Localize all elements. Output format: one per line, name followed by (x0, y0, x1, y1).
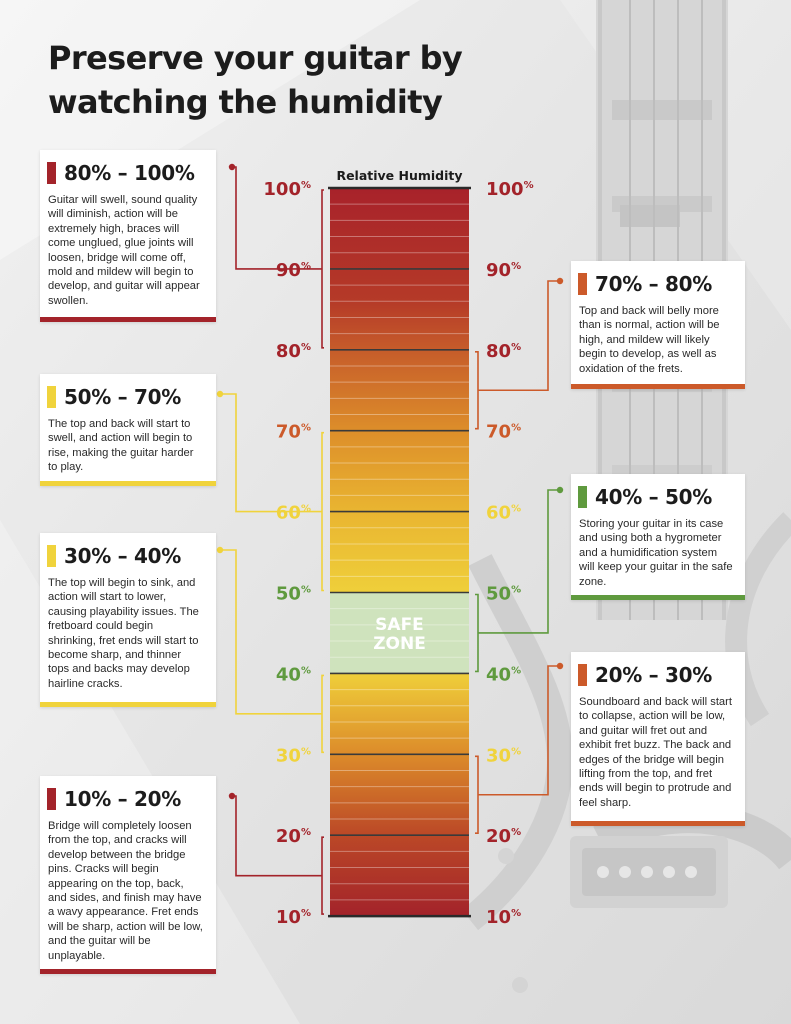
color-marker (47, 788, 56, 810)
connector-dot-r10_20 (228, 792, 236, 800)
range-label: 20% – 30% (595, 663, 712, 687)
connector-dot-r80_100 (228, 163, 236, 171)
range-card-r40_50: 40% – 50% Storing your guitar in its case… (571, 474, 745, 600)
tick-label-right-50: 50% (486, 584, 521, 605)
range-description: Soundboard and back will start to collap… (579, 696, 732, 809)
range-card-header: 80% – 100% (47, 162, 204, 184)
connector-r30_40 (220, 549, 324, 754)
connector-dot-r70_80 (556, 277, 564, 285)
tick-label-left-80: 80% (276, 341, 311, 362)
tick-label-left-90: 90% (276, 260, 311, 281)
tick-label-right-10: 10% (486, 907, 521, 928)
tick-label-right-30: 30% (486, 745, 521, 766)
range-card-header: 20% – 30% (578, 664, 733, 686)
connector-r20_30 (475, 665, 560, 834)
range-description: Storing your guitar in its case and usin… (579, 518, 733, 588)
tick-label-right-100: 100% (486, 179, 534, 200)
humidity-bar (330, 188, 469, 917)
tick-label-left-30: 30% (276, 745, 311, 766)
range-card-header: 50% – 70% (47, 386, 204, 408)
tick-label-left-70: 70% (276, 422, 311, 443)
connector-dot-r20_30 (556, 662, 564, 670)
connector-dot-r50_70 (216, 390, 224, 398)
color-underline (571, 384, 745, 389)
range-label: 40% – 50% (595, 485, 712, 509)
range-card-header: 10% – 20% (47, 788, 204, 810)
range-card-r50_70: 50% – 70% The top and back will start to … (40, 374, 216, 486)
color-underline (571, 595, 745, 600)
chart-title: Relative Humidity (336, 168, 462, 183)
range-description: Guitar will swell, sound quality will di… (48, 194, 200, 307)
safe-zone-label-line-2: ZONE (373, 634, 426, 654)
connector-r70_80 (475, 280, 560, 430)
safe-zone-band (330, 592, 469, 674)
tick-label-right-60: 60% (486, 503, 521, 524)
color-marker (47, 162, 56, 184)
connector-dot-r30_40 (216, 546, 224, 554)
range-label: 70% – 80% (595, 272, 712, 296)
range-description: Top and back will belly more than is nor… (579, 305, 720, 375)
range-label: 50% – 70% (64, 385, 181, 409)
color-underline (571, 821, 745, 826)
range-card-r70_80: 70% – 80% Top and back will belly more th… (571, 261, 745, 389)
tick-label-right-70: 70% (486, 422, 521, 443)
range-label: 10% – 20% (64, 787, 181, 811)
tick-label-left-20: 20% (276, 826, 311, 847)
tick-label-left-40: 40% (276, 664, 311, 685)
connector-dot-r40_50 (556, 486, 564, 494)
connector-r40_50 (475, 489, 560, 673)
range-card-header: 70% – 80% (578, 273, 733, 295)
range-card-r10_20: 10% – 20% Bridge will completely loosen f… (40, 776, 216, 974)
tick-label-left-60: 60% (276, 503, 311, 524)
connector-r10_20 (232, 795, 324, 915)
tick-label-right-20: 20% (486, 826, 521, 847)
color-underline (40, 969, 216, 974)
range-card-header: 30% – 40% (47, 545, 204, 567)
range-description: The top will begin to sink, and action w… (48, 577, 199, 690)
tick-label-right-80: 80% (486, 341, 521, 362)
tick-label-left-100: 100% (263, 179, 311, 200)
range-label: 80% – 100% (64, 161, 195, 185)
color-marker (47, 545, 56, 567)
color-marker (47, 386, 56, 408)
tick-label-right-90: 90% (486, 260, 521, 281)
range-card-r30_40: 30% – 40% The top will begin to sink, and… (40, 533, 216, 707)
range-card-header: 40% – 50% (578, 486, 733, 508)
safe-zone-label-line-1: SAFE (375, 615, 424, 635)
color-underline (40, 702, 216, 707)
range-description: Bridge will completely loosen from the t… (48, 820, 203, 962)
color-marker (578, 486, 587, 508)
color-marker (578, 273, 587, 295)
range-card-r80_100: 80% – 100% Guitar will swell, sound quali… (40, 150, 216, 322)
tick-label-left-50: 50% (276, 584, 311, 605)
connector-r50_70 (220, 393, 324, 592)
tick-label-right-40: 40% (486, 664, 521, 685)
range-description: The top and back will start to swell, an… (48, 418, 194, 474)
range-card-r20_30: 20% – 30% Soundboard and back will start … (571, 652, 745, 826)
color-marker (578, 664, 587, 686)
range-label: 30% – 40% (64, 544, 181, 568)
color-underline (40, 317, 216, 322)
tick-label-left-10: 10% (276, 907, 311, 928)
color-underline (40, 481, 216, 486)
page-title: Preserve your guitar by watching the hum… (48, 39, 463, 121)
